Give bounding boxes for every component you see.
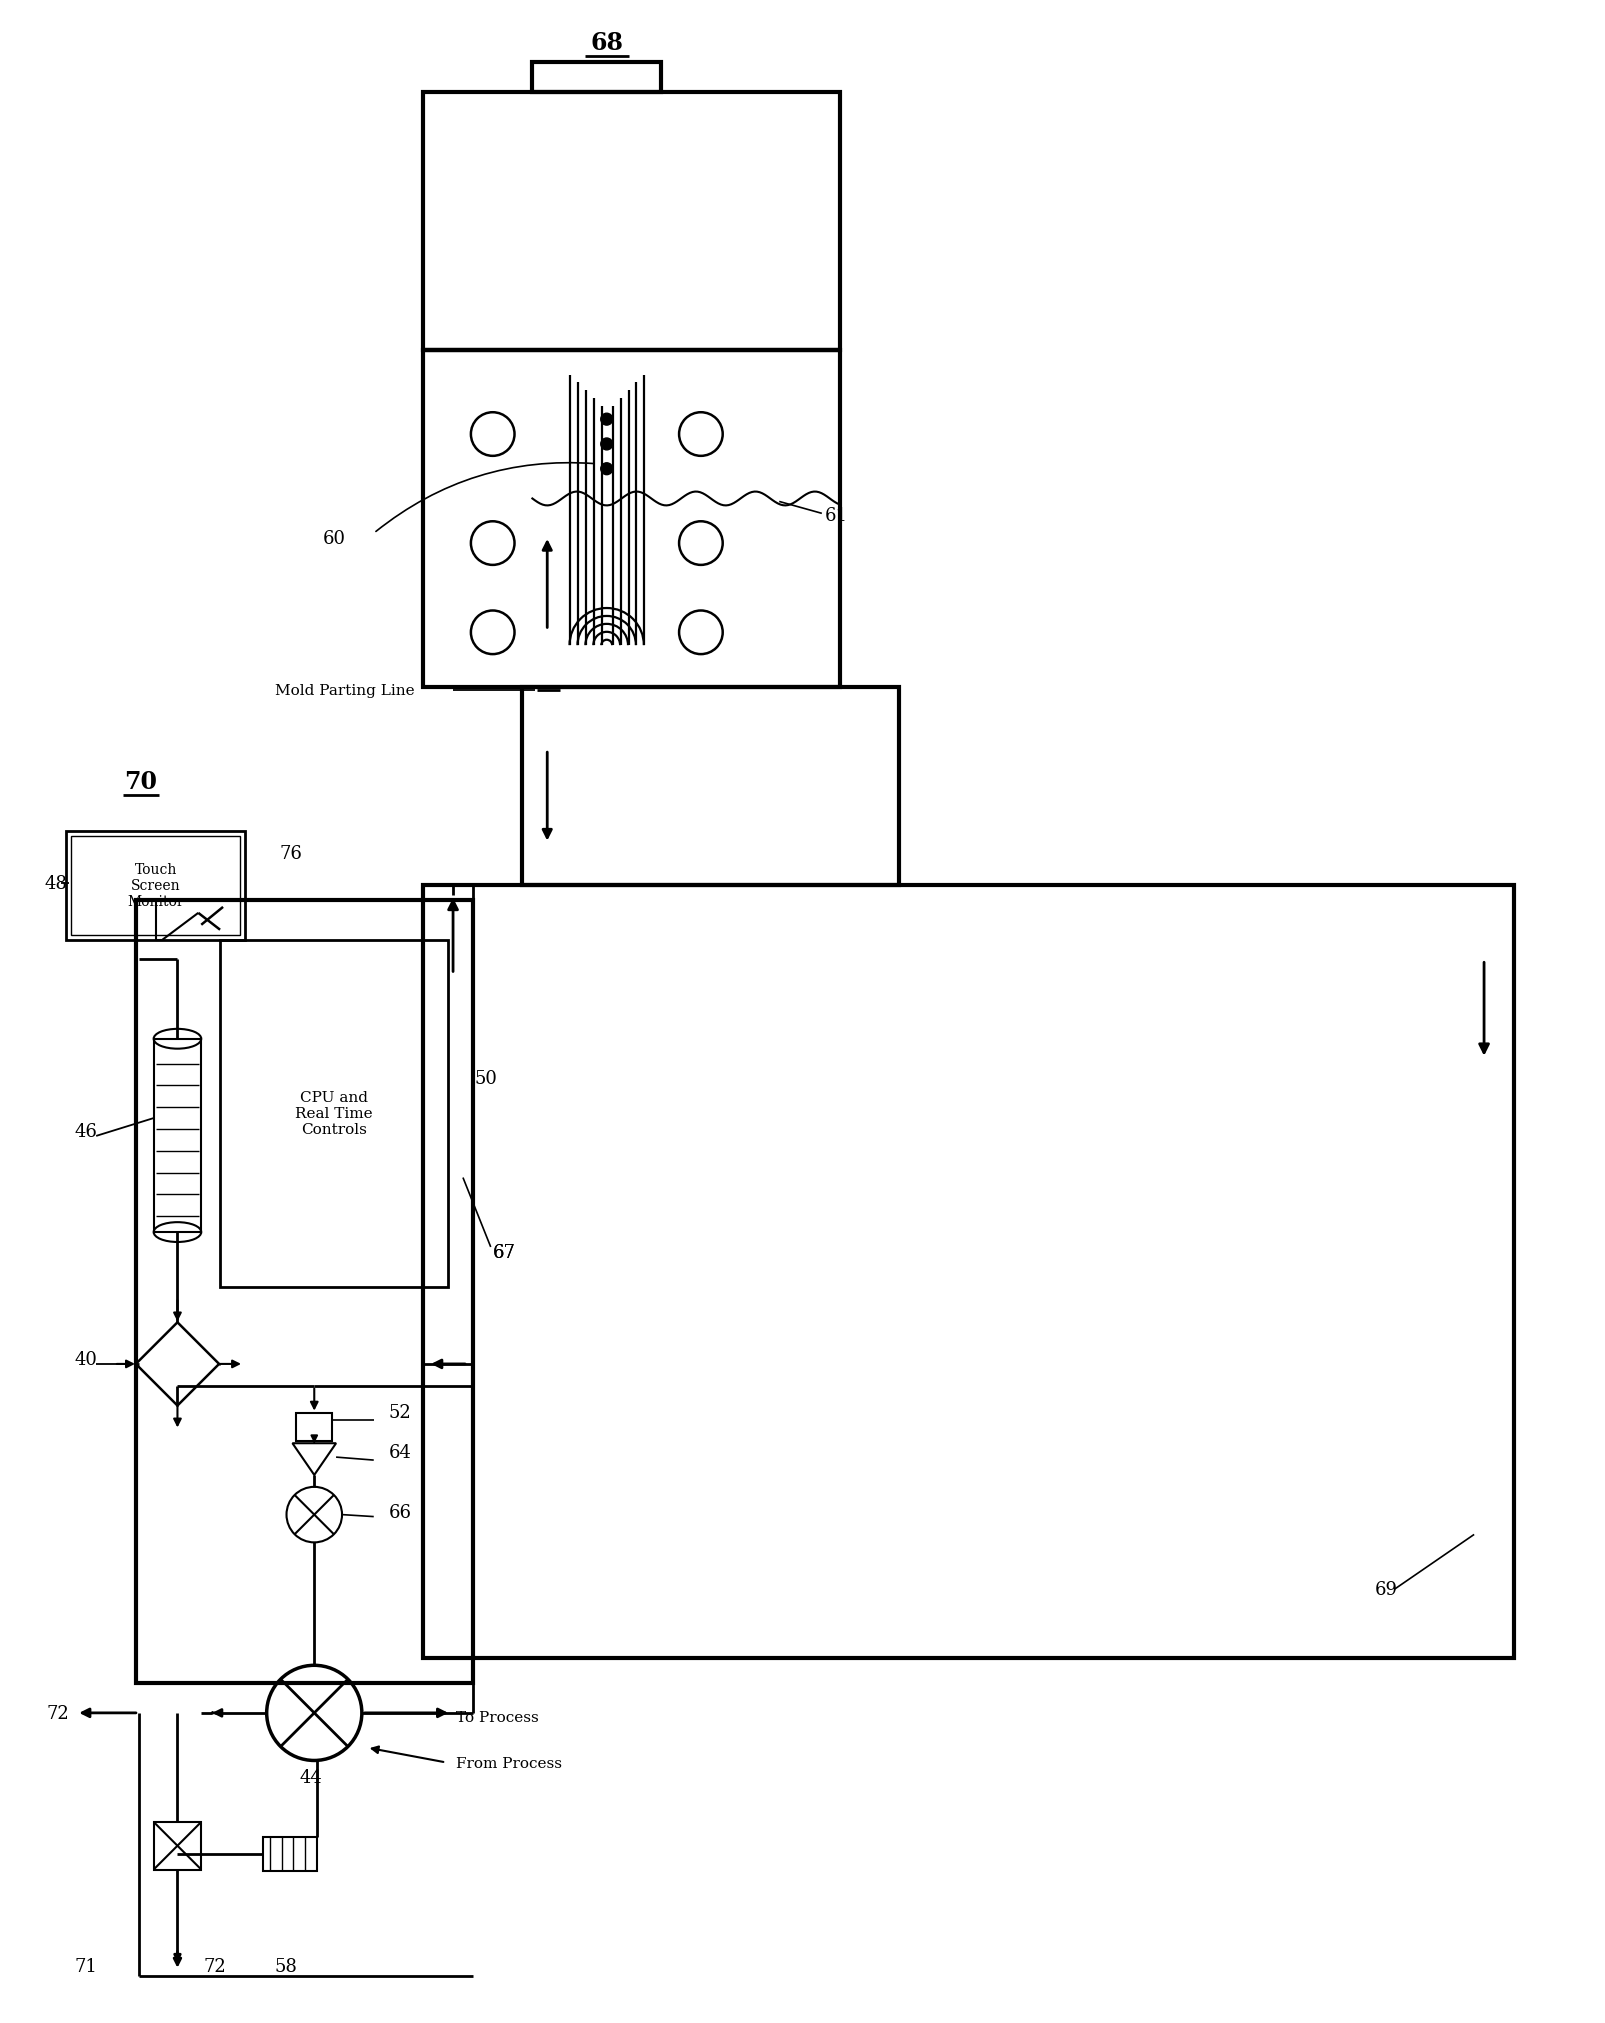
Text: 67: 67 xyxy=(493,1244,515,1260)
Text: To Process: To Process xyxy=(456,1709,538,1724)
Text: 69: 69 xyxy=(1374,1580,1396,1598)
Text: 70: 70 xyxy=(124,769,157,793)
Bar xyxy=(531,63,661,93)
Text: 66: 66 xyxy=(388,1503,411,1521)
Text: Mold Parting Line: Mold Parting Line xyxy=(274,684,414,698)
Text: 44: 44 xyxy=(299,1768,323,1786)
Bar xyxy=(71,835,239,935)
Text: Touch
Screen
Monitor: Touch Screen Monitor xyxy=(127,862,185,908)
Text: 46: 46 xyxy=(74,1123,98,1141)
Bar xyxy=(424,93,839,350)
Text: 48: 48 xyxy=(45,874,67,892)
Text: 52: 52 xyxy=(388,1404,411,1422)
Bar xyxy=(154,1823,201,1869)
Text: 72: 72 xyxy=(47,1703,69,1722)
Text: 72: 72 xyxy=(204,1956,226,1974)
Bar xyxy=(66,831,244,941)
Text: 64: 64 xyxy=(388,1442,411,1461)
Bar xyxy=(297,1414,332,1442)
Bar xyxy=(136,900,472,1683)
Text: 40: 40 xyxy=(74,1349,98,1368)
Text: 71: 71 xyxy=(74,1956,98,1974)
Text: 60: 60 xyxy=(323,530,345,548)
Text: 76: 76 xyxy=(279,846,302,864)
Circle shape xyxy=(600,463,612,475)
Text: 67: 67 xyxy=(493,1244,515,1260)
Bar xyxy=(424,350,839,688)
Text: 61: 61 xyxy=(825,508,847,526)
Text: From Process: From Process xyxy=(456,1756,562,1770)
Bar xyxy=(263,1837,318,1871)
Bar xyxy=(424,886,1514,1659)
Bar xyxy=(154,1040,201,1232)
Text: CPU and
Real Time
Controls: CPU and Real Time Controls xyxy=(295,1090,372,1137)
Text: 58: 58 xyxy=(274,1956,297,1974)
Circle shape xyxy=(600,439,612,451)
Bar xyxy=(522,688,899,886)
Text: 68: 68 xyxy=(591,32,623,55)
Bar xyxy=(220,941,448,1287)
Circle shape xyxy=(600,415,612,427)
Text: 50: 50 xyxy=(475,1070,498,1088)
